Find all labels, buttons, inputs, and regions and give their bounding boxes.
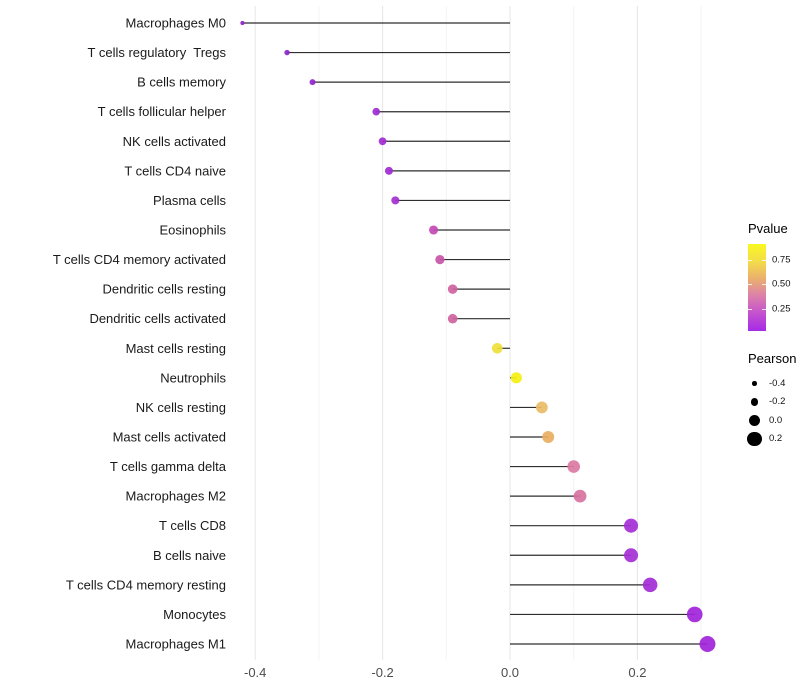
x-axis-tick-label: -0.2	[371, 665, 393, 680]
pearson-legend-item: 0.2	[742, 430, 800, 449]
lollipop-dot	[309, 79, 316, 86]
y-axis-label: T cells follicular helper	[98, 104, 227, 119]
x-axis-tick-label: 0.2	[628, 665, 646, 680]
pearson-legend-label: 0.0	[769, 414, 783, 426]
pearson-legend: Pearson -0.4 -0.2 0.0 0.2	[742, 351, 800, 448]
y-axis-label: NK cells activated	[123, 134, 226, 149]
lollipop-dot	[391, 196, 400, 205]
lollipop-dot	[491, 342, 503, 354]
lollipop-dot	[624, 548, 639, 563]
pearson-legend-dot	[750, 397, 759, 406]
y-axis-label: Monocytes	[163, 607, 226, 622]
pearson-legend-dot-col	[746, 430, 763, 447]
pearson-legend-item: -0.2	[742, 393, 800, 412]
pearson-legend-dot-col	[746, 375, 763, 392]
y-axis-label: Dendritic cells activated	[89, 311, 226, 326]
lollipop-dot	[447, 284, 458, 294]
pearson-legend-dot-col	[746, 412, 763, 429]
pearson-legend-item: -0.4	[742, 374, 800, 393]
y-axis-label: T cells CD4 memory activated	[53, 252, 226, 267]
pearson-legend-dot-col	[746, 393, 763, 410]
lollipop-dot	[573, 489, 587, 503]
x-axis-tick-label: -0.4	[244, 665, 266, 680]
y-axis-label: Plasma cells	[153, 193, 226, 208]
pearson-legend-dot	[747, 431, 762, 446]
y-axis-label: Mast cells activated	[113, 429, 226, 444]
lollipop-dot	[240, 20, 245, 26]
y-axis-label: Macrophages M1	[126, 636, 226, 651]
lollipop-dot	[372, 107, 381, 116]
legend-panel: Pvalue 0.75 0.50 0.25 Pearson -0.4 -0.2 0.0 0…	[742, 221, 800, 448]
y-axis-label: B cells memory	[137, 75, 226, 90]
pvalue-tick-notch	[748, 308, 752, 310]
pearson-legend-item: 0.0	[742, 411, 800, 430]
x-axis-tick-label: 0.0	[501, 665, 519, 680]
pearson-legend-dot	[752, 380, 757, 386]
y-axis-label: T cells regulatory Tregs	[88, 45, 227, 60]
pvalue-gradient-wrap: 0.75 0.50 0.25	[748, 244, 791, 331]
pvalue-tick-notch	[748, 284, 752, 286]
pearson-legend-dot	[749, 414, 760, 426]
pvalue-tick-label: 0.75	[772, 254, 791, 266]
lollipop-dot	[642, 577, 658, 593]
lollipop-dot	[447, 313, 458, 324]
pearson-legend-label: -0.2	[769, 396, 786, 408]
pvalue-legend-title: Pvalue	[748, 221, 788, 236]
y-axis-label: Macrophages M2	[126, 489, 226, 504]
y-axis-label: NK cells resting	[136, 400, 226, 415]
pvalue-tick-label: 0.25	[772, 303, 791, 315]
lollipop-dot	[567, 460, 580, 473]
y-axis-label: Macrophages M0	[126, 16, 226, 31]
lollipop-dot	[429, 225, 439, 235]
pvalue-tick-notch	[762, 284, 766, 286]
pvalue-legend: Pvalue 0.75 0.50 0.25	[742, 221, 800, 331]
pvalue-tick-notch	[748, 259, 752, 261]
lollipop-dot	[435, 254, 445, 265]
pearson-legend-title: Pearson	[748, 351, 797, 366]
lollipop-dot	[384, 166, 393, 175]
y-axis-label: Mast cells resting	[126, 341, 226, 356]
pvalue-gradient-bar	[748, 244, 766, 331]
y-axis-label: T cells CD8	[159, 518, 226, 533]
y-axis-label: T cells CD4 memory resting	[66, 577, 226, 592]
pvalue-tick-notch	[762, 308, 766, 310]
lollipop-dot	[535, 401, 548, 414]
y-axis-label: T cells CD4 naive	[124, 163, 226, 178]
pearson-legend-items: -0.4 -0.2 0.0 0.2	[742, 374, 800, 448]
pvalue-tick-notch	[762, 259, 766, 261]
lollipop-dot	[624, 518, 639, 533]
lollipop-dot	[686, 606, 703, 623]
lollipop-dot	[699, 636, 716, 652]
y-axis-label: T cells gamma delta	[110, 459, 227, 474]
lollipop-dot	[284, 49, 290, 56]
lollipop-dot	[378, 137, 387, 146]
y-axis-label: B cells naive	[153, 548, 226, 563]
y-axis-label: Dendritic cells resting	[102, 282, 226, 297]
pvalue-tick-label: 0.50	[772, 278, 791, 290]
pearson-legend-label: 0.2	[769, 433, 783, 445]
pearson-legend-label: -0.4	[769, 377, 786, 389]
y-axis-label: Eosinophils	[160, 222, 227, 237]
lollipop-dot	[542, 431, 555, 443]
y-axis-label: Neutrophils	[160, 370, 226, 385]
lollipop-dot	[510, 372, 522, 384]
